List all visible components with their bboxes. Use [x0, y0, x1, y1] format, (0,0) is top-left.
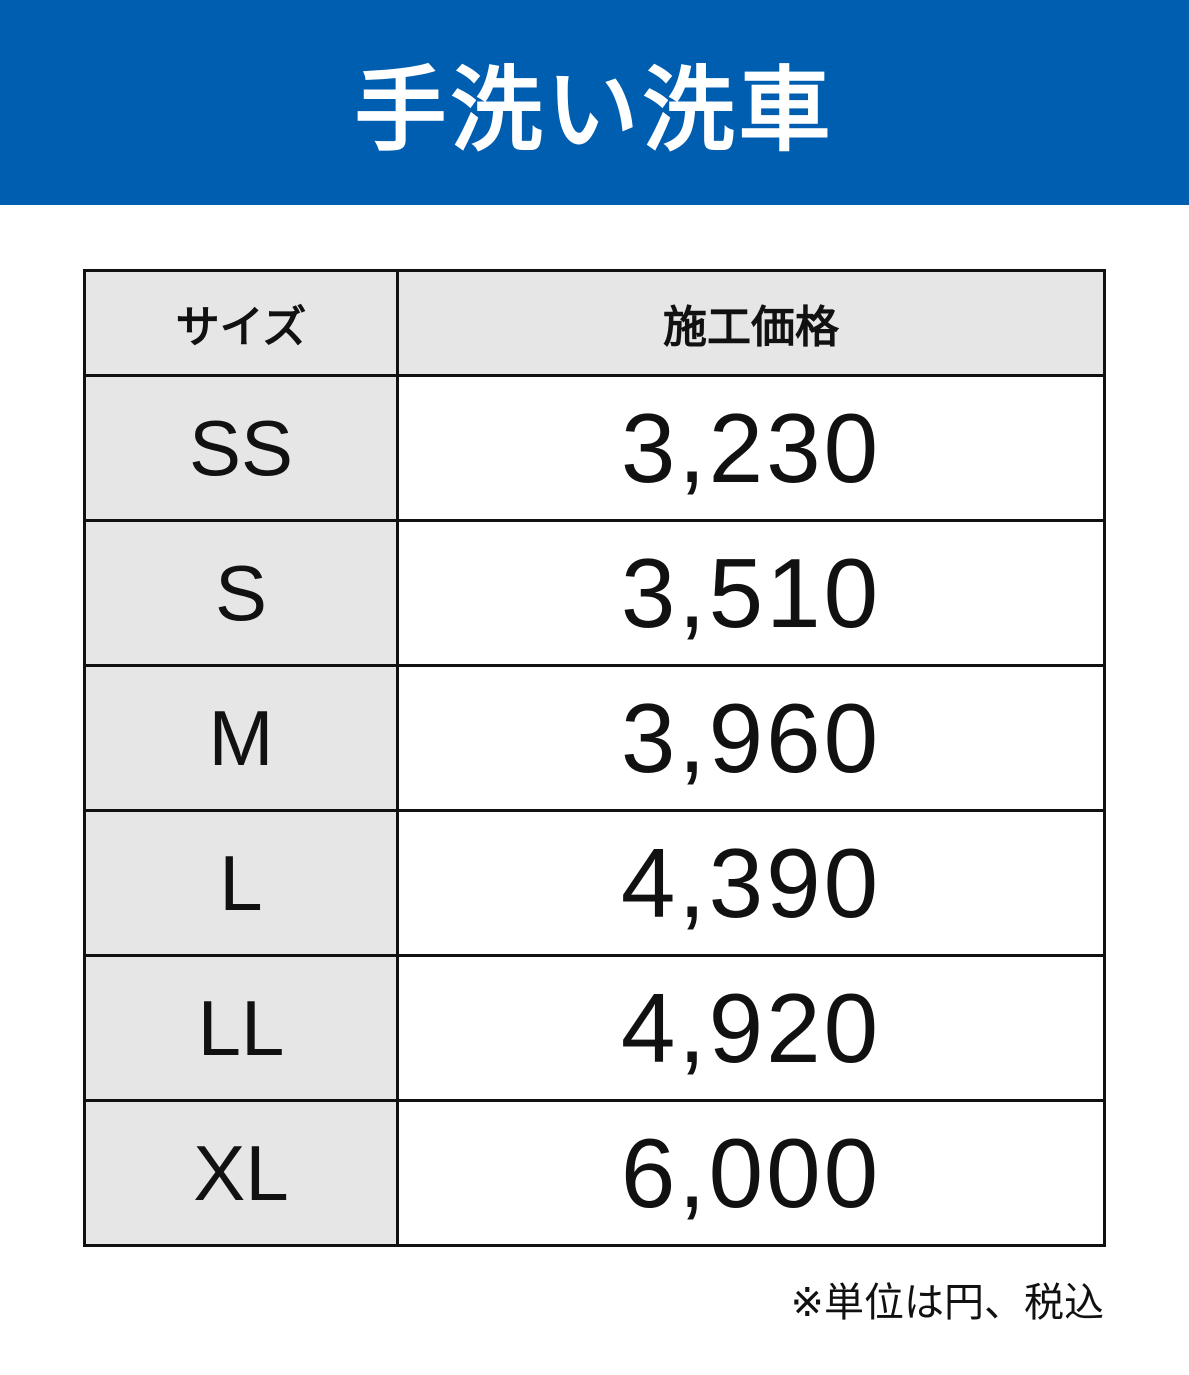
size-cell: S — [83, 519, 399, 667]
size-cell: LL — [83, 954, 399, 1102]
price-cell: 6,000 — [396, 1099, 1106, 1247]
price-cell: 4,390 — [396, 809, 1106, 957]
title-banner: 手洗い洗車 — [0, 0, 1189, 205]
price-cell: 3,510 — [396, 519, 1106, 667]
table-row: XL 6,000 — [83, 1099, 1106, 1247]
size-cell: SS — [83, 374, 399, 522]
size-cell: L — [83, 809, 399, 957]
header-size: サイズ — [83, 269, 399, 377]
price-table: サイズ 施工価格 SS 3,230 S 3,510 M 3,960 L 4,390 LL… — [83, 269, 1106, 1247]
unit-note: ※単位は円、税込 — [790, 1280, 1104, 1326]
size-cell: M — [83, 664, 399, 812]
table-row: S 3,510 — [83, 519, 1106, 667]
price-cell: 3,230 — [396, 374, 1106, 522]
price-cell: 3,960 — [396, 664, 1106, 812]
size-cell: XL — [83, 1099, 399, 1247]
table-row: LL 4,920 — [83, 954, 1106, 1102]
header-price: 施工価格 — [396, 269, 1106, 377]
table-row: M 3,960 — [83, 664, 1106, 812]
page-title: 手洗い洗車 — [354, 57, 835, 164]
table-row: SS 3,230 — [83, 374, 1106, 522]
table-row: L 4,390 — [83, 809, 1106, 957]
table-header-row: サイズ 施工価格 — [83, 269, 1106, 377]
price-cell: 4,920 — [396, 954, 1106, 1102]
